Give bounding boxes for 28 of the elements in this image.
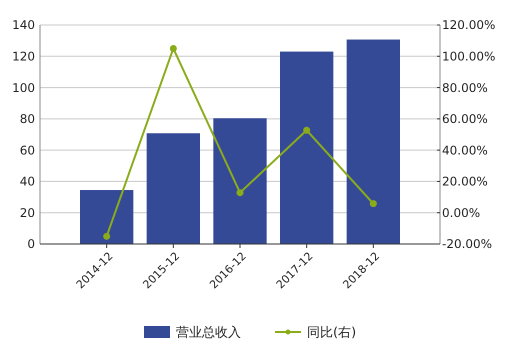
legend-label: 营业总收入 (176, 326, 241, 341)
y-tick-label: 100 (12, 80, 35, 95)
point (303, 126, 310, 134)
y2-tick-label: 100.00% (442, 49, 496, 64)
bar (80, 190, 134, 244)
y2-tick-label: 80.00% (442, 80, 488, 95)
y-tick-label: 20 (20, 206, 35, 220)
bar (346, 40, 400, 244)
y-tick-label: 40 (20, 174, 35, 189)
point (170, 44, 177, 52)
point (103, 232, 110, 240)
bar (146, 133, 200, 244)
y-tick-label: 80 (20, 112, 35, 126)
y-tick-label: 120 (12, 49, 35, 64)
y2-tick-label: 120.00% (442, 18, 496, 32)
y-tick-label: 140 (12, 18, 35, 32)
y2-tick-label: -20.00% (442, 237, 492, 252)
bar (213, 118, 267, 244)
y2-tick-label: 0.00% (442, 206, 480, 220)
y-tick-label: 60 (20, 143, 35, 158)
legend-label: 同比(右) (307, 326, 356, 341)
bar (280, 52, 334, 244)
point (370, 200, 377, 208)
y2-tick-label: 20.00% (442, 174, 488, 189)
y-tick-label: 0 (27, 237, 35, 252)
point (236, 189, 244, 196)
y2-tick-label: 40.00% (442, 143, 488, 158)
y2-tick-label: 60.00% (442, 112, 488, 126)
